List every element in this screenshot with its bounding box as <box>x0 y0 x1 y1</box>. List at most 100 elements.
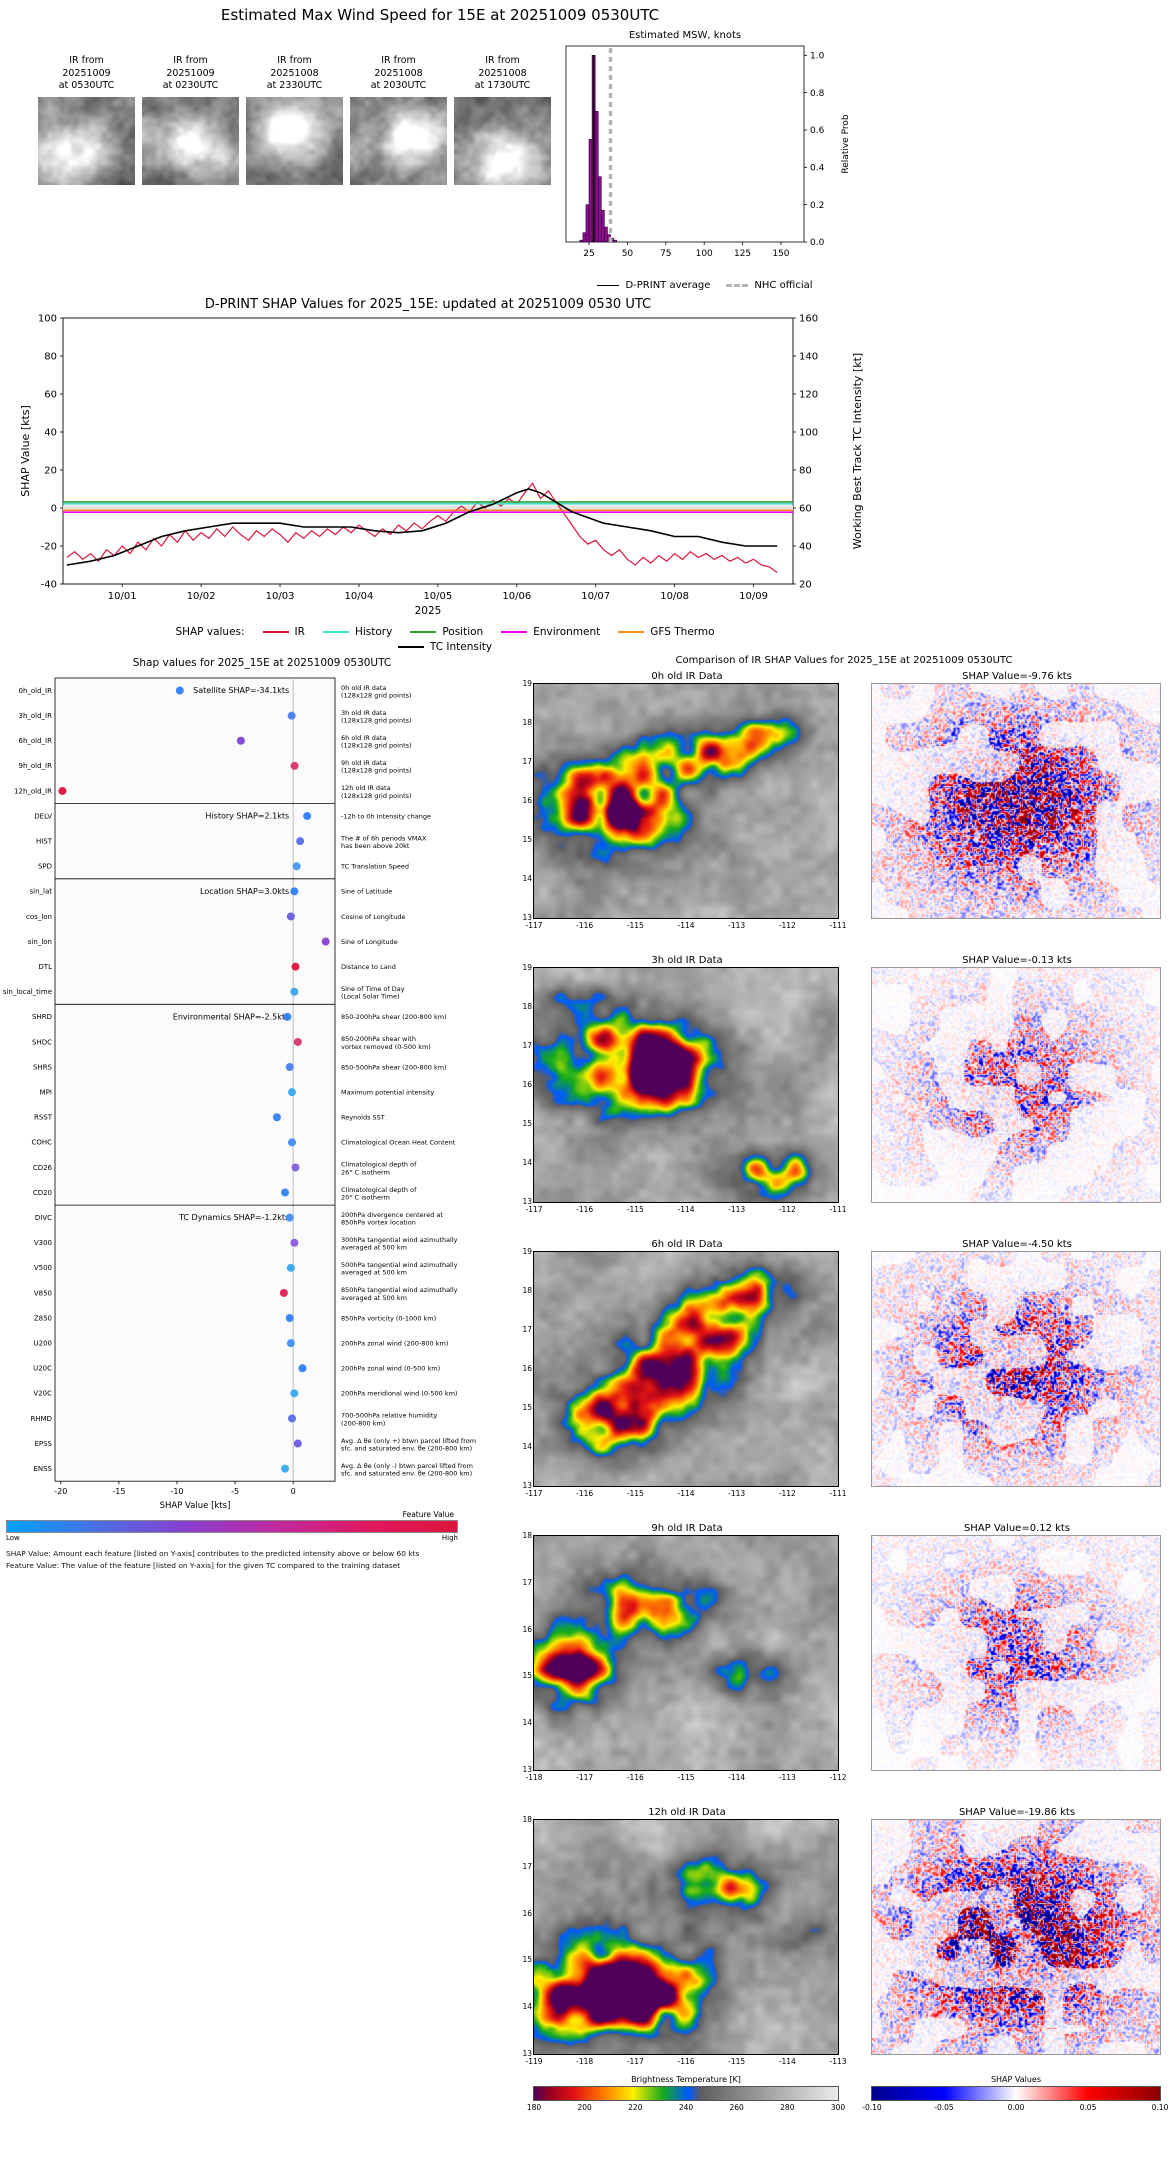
ir-thumbnail-label: IR from 20251008 at 2330UTC <box>246 55 343 97</box>
shap-dot <box>290 1238 299 1247</box>
tick-label: 17 <box>522 1041 532 1050</box>
tick-label: -116 <box>576 921 594 930</box>
shap-colorbar-ticks: -0.10 -0.05 0.00 0.05 0.10 <box>862 2103 1168 2113</box>
comparison-row: 6h old IR Data 19 18 17 16 15 14 13 -117 -116 -115… <box>520 1239 1168 1523</box>
tick-label: -117 <box>626 2057 644 2066</box>
ir-thumbnail-image <box>350 97 447 185</box>
shap-dot <box>286 1339 295 1348</box>
tick-label: 140 <box>799 352 818 363</box>
tick-label: 220 <box>628 2103 643 2112</box>
legend-nhc-official: NHC official <box>726 280 813 291</box>
shap-dot <box>290 761 299 770</box>
shap-dot <box>293 1439 302 1448</box>
tick-label: -10 <box>170 1487 183 1496</box>
comparison-row: 3h old IR Data 19 18 17 16 15 14 13 -117 -116 -115… <box>520 955 1168 1239</box>
tick-label: 10/07 <box>581 591 610 602</box>
thumb-label-line: 20251009 <box>62 67 111 79</box>
legend-position: Position <box>410 626 483 638</box>
feature-label: V850 <box>34 1289 52 1297</box>
tick-label: 0 <box>51 504 57 515</box>
tick-label: -15 <box>112 1487 125 1496</box>
histogram-bar <box>585 204 590 243</box>
timeseries-ylabel-right: Working Best Track TC Intensity [kt] <box>851 353 864 549</box>
ir-thumbnail-image <box>454 97 551 185</box>
tick-label: 0.4 <box>810 164 825 174</box>
tick-label: -20 <box>54 1487 67 1496</box>
legend-label: GFS Thermo <box>650 626 715 638</box>
tick-label: 200 <box>577 2103 592 2112</box>
tick-label: 13 <box>522 1765 532 1774</box>
feature-label: SPD <box>38 863 52 871</box>
tick-label: -114 <box>728 1773 746 1782</box>
shap-dot <box>288 1414 297 1423</box>
position-line-swatch <box>410 631 437 633</box>
tick-label: 300 <box>830 2103 846 2112</box>
tick-label: 15 <box>522 835 532 844</box>
ir-map-canvas <box>533 683 839 919</box>
feature-label: HIST <box>36 837 53 845</box>
shap-dot <box>286 912 295 921</box>
ir-line-swatch <box>262 631 289 633</box>
tick-label: -114 <box>677 1489 695 1498</box>
ir-thumbnail-label: IR from 20251009 at 0230UTC <box>142 55 239 97</box>
legend-tc-intensity: TC Intensity <box>397 641 492 653</box>
tick-label: 18 <box>522 1002 532 1011</box>
feature-label: MPI <box>40 1088 52 1096</box>
ir-map-title: 9h old IR Data <box>651 1523 723 1534</box>
tick-label: -113 <box>728 1489 746 1498</box>
thumb-label-line: IR from <box>69 55 104 66</box>
tick-label: 16 <box>522 1080 532 1089</box>
ir-thumbnail-image <box>142 97 239 185</box>
feature-desc: has been above 20kt <box>341 842 410 850</box>
shap-dotplot-chart: Shap values for 2025_15E at 20251009 053… <box>3 657 476 1511</box>
feature-desc: TC Translation Speed <box>340 863 409 871</box>
section-label: Environmental SHAP=-2.5kts <box>173 1012 289 1021</box>
timeseries-ylabel-left: SHAP Value [kts] <box>19 405 32 497</box>
feature-desc: 850-500hPa shear (200-800 km) <box>341 1063 447 1071</box>
feature-desc: 850-200hPa shear with <box>341 1035 416 1043</box>
tick-label: 14 <box>522 1442 532 1451</box>
tick-label: 50 <box>622 249 634 259</box>
feature-label: EPSS <box>34 1440 52 1448</box>
ir-map-title: 3h old IR Data <box>651 955 723 966</box>
feature-label: 3h_old_IR <box>19 712 53 720</box>
tick-label: 17 <box>522 1577 532 1587</box>
msw-histogram-chart: Estimated MSW, knots 25 50 75 100 125 150 0.0 0.… <box>565 30 851 259</box>
shap-dot <box>283 1012 292 1021</box>
tick-label: 13 <box>522 1481 532 1490</box>
feature-desc: sfc. and saturated env. θe (200-800 km) <box>341 1469 472 1477</box>
tick-label: 18 <box>522 1286 532 1295</box>
dotplot-xlabel: SHAP Value [kts] <box>160 1501 231 1511</box>
shap-dot <box>288 1138 297 1147</box>
feature-label: V20C <box>33 1390 52 1398</box>
tick-label: 75 <box>660 249 671 259</box>
tick-label: 15 <box>522 1119 532 1128</box>
feature-desc: 850hPa vorticity (0-1000 km) <box>341 1314 436 1322</box>
tick-label: -113 <box>728 1205 746 1214</box>
environment-line-swatch <box>501 631 528 633</box>
page-title: Estimated Max Wind Speed for 15E at 2025… <box>220 6 660 24</box>
legend-label: IR <box>294 626 305 638</box>
colorbar-gradient <box>6 1520 458 1533</box>
tick-label: 18 <box>522 1815 532 1824</box>
tick-label: -111 <box>829 1489 847 1498</box>
feature-label: SHDC <box>32 1038 52 1046</box>
histogram-bar <box>594 111 599 243</box>
legend-environment: Environment <box>501 626 600 638</box>
feature-desc: 200hPa meridional wind (0-500 km) <box>341 1390 457 1398</box>
tick-label: -115 <box>728 2057 746 2066</box>
thumb-label-line: at 0530UTC <box>58 80 115 92</box>
ir-thumbnail-image <box>38 97 135 185</box>
tick-label: 17 <box>522 1861 532 1871</box>
ir-thumbnail: IR from 20251009 at 0230UTC <box>142 55 239 185</box>
legend-label: D-PRINT average <box>625 280 711 291</box>
shap-dot <box>290 887 299 896</box>
ir-map-canvas <box>533 1535 839 1771</box>
feature-desc: vortex removed (0-500 km) <box>341 1043 431 1051</box>
histogram-bar <box>579 239 584 243</box>
tick-label: 16 <box>522 1624 532 1634</box>
shap-map-canvas <box>871 1251 1161 1487</box>
tick-label: 14 <box>522 1158 532 1167</box>
feature-desc: 0h old IR data <box>341 684 386 692</box>
tick-label: 260 <box>729 2103 744 2112</box>
